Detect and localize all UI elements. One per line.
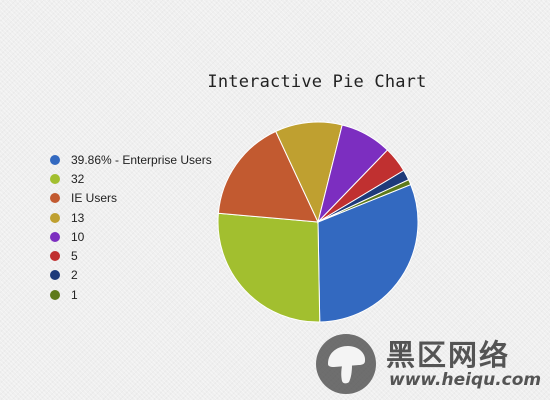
legend-dot-icon — [50, 193, 60, 204]
legend-label: 39.86% - Enterprise Users — [71, 152, 212, 167]
chart-legend: 39.86% - Enterprise Users 32 IE Users 13 10 5… — [50, 150, 212, 304]
legend-item[interactable]: 5 — [50, 246, 212, 265]
legend-dot-icon — [50, 154, 60, 165]
pie-chart — [217, 121, 419, 323]
legend-label: 2 — [71, 268, 78, 283]
pie-slice[interactable] — [217, 212, 321, 323]
legend-label: 10 — [71, 229, 85, 244]
legend-item[interactable]: IE Users — [50, 189, 212, 208]
chart-title: Interactive Pie Chart — [207, 72, 427, 92]
legend-label: 32 — [71, 171, 85, 186]
pie-slice[interactable] — [275, 121, 343, 224]
pie-slice[interactable] — [317, 179, 412, 223]
legend-label: 13 — [71, 210, 85, 225]
legend-dot-icon — [50, 270, 60, 281]
legend-dot-icon — [50, 212, 60, 223]
legend-dot-icon — [50, 173, 60, 184]
pie-slice[interactable] — [317, 183, 419, 323]
legend-item[interactable]: 32 — [50, 169, 212, 188]
legend-item[interactable]: 39.86% - Enterprise Users — [50, 150, 212, 169]
pie-slice[interactable] — [217, 130, 319, 223]
legend-label: 5 — [71, 249, 78, 264]
legend-item[interactable]: 10 — [50, 227, 212, 246]
legend-dot-icon — [50, 251, 60, 262]
legend-label: IE Users — [71, 191, 118, 206]
watermark-logo: 黑区网络 www.heiqu.com — [316, 332, 546, 396]
watermark-url: www.heiqu.com — [389, 370, 542, 390]
legend-item[interactable]: 2 — [50, 266, 212, 285]
mushroom-logo-icon — [316, 334, 376, 394]
legend-dot-icon — [50, 289, 60, 300]
legend-dot-icon — [50, 231, 60, 242]
legend-item[interactable]: 13 — [50, 208, 212, 227]
watermark-title: 黑区网络 — [386, 338, 511, 372]
legend-label: 1 — [71, 287, 78, 302]
legend-item[interactable]: 1 — [50, 285, 212, 304]
